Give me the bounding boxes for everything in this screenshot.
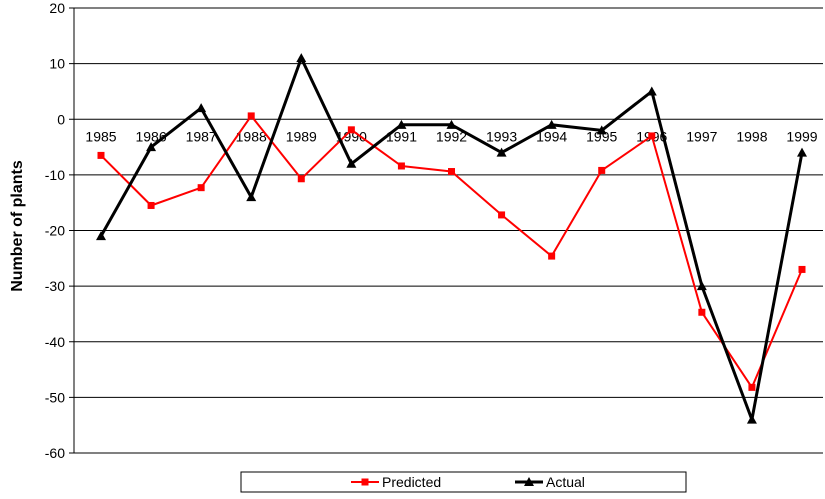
predicted-legend-marker <box>361 478 369 486</box>
predicted-point <box>347 126 355 134</box>
axes <box>69 7 75 454</box>
predicted-point <box>397 162 405 170</box>
series-lines <box>99 56 804 422</box>
y-tick-label: 10 <box>49 56 65 72</box>
x-tick-label: 1997 <box>686 128 717 144</box>
y-tick-label: -40 <box>45 334 65 350</box>
y-tick-label: -10 <box>45 167 65 183</box>
y-tick-label: -20 <box>45 223 65 239</box>
predicted-point <box>448 168 455 176</box>
actual-point <box>246 192 257 202</box>
predicted-series-line <box>100 114 803 389</box>
x-tick-label: 1989 <box>286 128 317 144</box>
actual-point <box>646 86 657 96</box>
actual-point <box>296 53 307 63</box>
x-tick-label: 1995 <box>586 128 617 144</box>
legend: Predicted Actual <box>240 471 687 493</box>
x-tick-label: 1994 <box>536 128 567 144</box>
predicted-point <box>698 308 706 316</box>
predicted-point <box>498 211 506 219</box>
actual-point <box>696 281 707 291</box>
legend-items: Predicted Actual <box>351 474 585 490</box>
y-tick-labels: 20 10 0 -10 -20 -30 -40 -50 -60 <box>45 0 65 461</box>
gridlines <box>74 7 823 454</box>
x-tick-label: 1988 <box>236 128 267 144</box>
predicted-point <box>548 252 556 260</box>
actual-point <box>746 414 757 424</box>
x-tick-label: 1993 <box>486 128 517 144</box>
actual-point <box>346 158 357 168</box>
series-markers <box>96 53 807 424</box>
actual-point <box>146 142 157 152</box>
actual-legend-marker <box>524 477 534 486</box>
predicted-point <box>748 383 756 391</box>
actual-point <box>396 119 407 129</box>
x-tick-label: 1992 <box>436 128 467 144</box>
actual-point <box>446 119 457 129</box>
actual-point <box>196 103 207 113</box>
y-tick-label: -60 <box>45 445 65 461</box>
y-tick-label: -30 <box>45 278 65 294</box>
x-tick-label: 1998 <box>736 128 767 144</box>
x-tick-label: 1990 <box>336 128 367 144</box>
legend-box <box>240 471 687 493</box>
actual-point <box>496 147 507 157</box>
actual-point <box>797 147 807 157</box>
actual-point <box>546 119 557 129</box>
predicted-point <box>147 201 155 209</box>
x-tick-label: 1991 <box>386 128 417 144</box>
predicted-point <box>247 112 255 120</box>
predicted-point <box>297 175 305 183</box>
actual-series-line <box>99 56 804 422</box>
x-tick-label: 1985 <box>85 128 116 144</box>
y-axis-title: Number of plants <box>9 160 26 292</box>
y-tick-label: 20 <box>49 0 65 16</box>
x-tick-labels: 1985 1986 1987 1988 1989 1990 1991 1992 1993 1994… <box>85 128 817 144</box>
predicted-point <box>598 166 606 174</box>
y-tick-label: 0 <box>57 111 65 127</box>
predicted-point <box>798 265 806 273</box>
actual-legend-label: Actual <box>546 474 585 490</box>
y-tick-label: -50 <box>45 389 65 405</box>
x-tick-label: 1987 <box>186 128 217 144</box>
predicted-legend-label: Predicted <box>382 474 441 490</box>
actual-point <box>596 125 607 135</box>
x-tick-label: 1986 <box>135 128 166 144</box>
predicted-point <box>648 132 656 140</box>
predicted-point <box>197 184 205 192</box>
actual-point <box>96 231 106 241</box>
predicted-point <box>97 151 105 159</box>
x-tick-label: 1999 <box>786 128 817 144</box>
